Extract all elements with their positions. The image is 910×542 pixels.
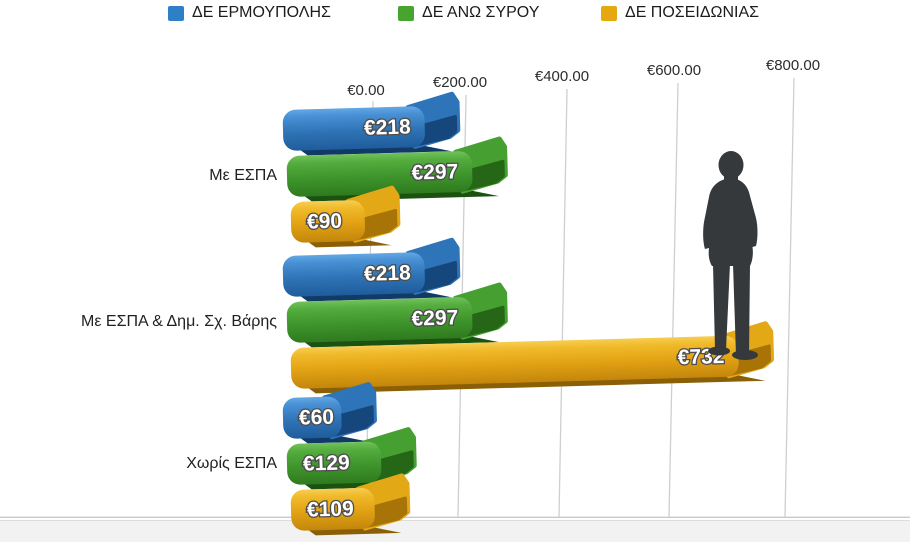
- floor-strip: [0, 520, 910, 542]
- bar-front-face: [286, 151, 473, 197]
- legend-item-ano-syrou[interactable]: ΔΕ ΑΝΩ ΣΥΡΟΥ: [398, 4, 539, 22]
- value-label: €109: [307, 497, 354, 521]
- bar-bottom-face: [307, 375, 766, 394]
- value-label: €60: [299, 406, 335, 430]
- bar-ΔΕ ΕΡΜΟΥΠΟΛΗΣ-Με ΕΣΠΑ: €218: [282, 91, 461, 156]
- bar-series: €218€297€90€218€297€732€60€129€109: [282, 91, 775, 536]
- bar-front-face: [290, 488, 375, 531]
- bar-bottom-face: [299, 436, 369, 444]
- category-label: Με ΕΣΠΑ: [209, 167, 277, 184]
- legend-swatch-yellow-icon: [601, 5, 617, 21]
- bar-ΔΕ ΑΝΩ ΣΥΡΟΥ-Με ΕΣΠΑ: €297: [286, 136, 508, 202]
- x-axis-tick-label: €200.00: [433, 74, 487, 91]
- chart-legend: ΔΕ ΕΡΜΟΥΠΟΛΗΣ ΔΕ ΑΝΩ ΣΥΡΟΥ ΔΕ ΠΟΣΕΙΔΩΝΙΑ…: [0, 0, 910, 28]
- value-label: €129: [303, 451, 350, 475]
- bar-ΔΕ ΕΡΜΟΥΠΟΛΗΣ-Με ΕΣΠΑ & Δημ. Σχ. Βάρης: €218: [282, 237, 461, 302]
- bar-bottom-face: [299, 146, 452, 156]
- value-label: €218: [364, 115, 412, 139]
- legend-item-poseidonias[interactable]: ΔΕ ΠΟΣΕΙΔΩΝΙΑΣ: [601, 4, 759, 22]
- legend-label: ΔΕ ΕΡΜΟΥΠΟΛΗΣ: [192, 4, 331, 21]
- x-axis-tick-label: €600.00: [647, 62, 701, 79]
- value-label: €297: [411, 160, 458, 184]
- legend-label: ΔΕ ΑΝΩ ΣΥΡΟΥ: [422, 4, 540, 21]
- legend-swatch-blue-icon: [168, 5, 184, 21]
- man-silhouette-icon: [703, 151, 758, 360]
- bar-ΔΕ ΠΟΣΕΙΔΩΝΙΑΣ-Χωρίς ΕΣΠΑ: €109: [290, 473, 411, 536]
- bar-ΔΕ ΕΡΜΟΥΠΟΛΗΣ-Χωρίς ΕΣΠΑ: €60: [282, 382, 377, 444]
- bar-front-face: [286, 297, 473, 343]
- category-label: Με ΕΣΠΑ & Δημ. Σχ. Βάρης: [81, 313, 277, 330]
- x-axis-tick-label: €0.00: [347, 82, 385, 99]
- bar-front-face: [282, 106, 425, 151]
- bar-front-face: [282, 396, 342, 439]
- legend-label: ΔΕ ΠΟΣΕΙΔΩΝΙΑΣ: [625, 4, 760, 21]
- bar-front-face: [290, 200, 365, 243]
- bar-bottom-face: [303, 336, 499, 348]
- category-labels: Με ΕΣΠΑ Με ΕΣΠΑ & Δημ. Σχ. Βάρης Χωρίς ΕΣΠ…: [81, 167, 277, 472]
- gridline: [668, 82, 679, 518]
- bar-ΔΕ ΠΟΣΕΙΔΩΝΙΑΣ-Με ΕΣΠΑ: €90: [290, 185, 401, 248]
- x-axis-tick-label: €400.00: [535, 68, 589, 85]
- value-label: €297: [411, 306, 458, 330]
- bar-front-face: [282, 252, 425, 297]
- category-label: Χωρίς ΕΣΠΑ: [186, 455, 277, 472]
- x-axis-tick-label: €800.00: [766, 57, 820, 74]
- legend-item-ermoupolis[interactable]: ΔΕ ΕΡΜΟΥΠΟΛΗΣ: [168, 4, 331, 22]
- bar-ΔΕ ΑΝΩ ΣΥΡΟΥ-Με ΕΣΠΑ & Δημ. Σχ. Βάρης: €297: [286, 282, 508, 348]
- gridline: [784, 77, 795, 518]
- chart-floor: [0, 516, 910, 542]
- value-label: €218: [364, 261, 412, 285]
- bar-front-face: [286, 441, 382, 485]
- bar-bottom-face: [299, 292, 452, 302]
- bar-front-face: [290, 335, 739, 389]
- gridline: [558, 88, 568, 518]
- value-label: €90: [307, 210, 343, 234]
- bar-ΔΕ ΑΝΩ ΣΥΡΟΥ-Χωρίς ΕΣΠΑ: €129: [286, 427, 417, 490]
- legend-swatch-green-icon: [398, 5, 414, 21]
- x-axis-tick-labels: €0.00 €200.00 €400.00 €600.00 €800.00: [347, 57, 820, 99]
